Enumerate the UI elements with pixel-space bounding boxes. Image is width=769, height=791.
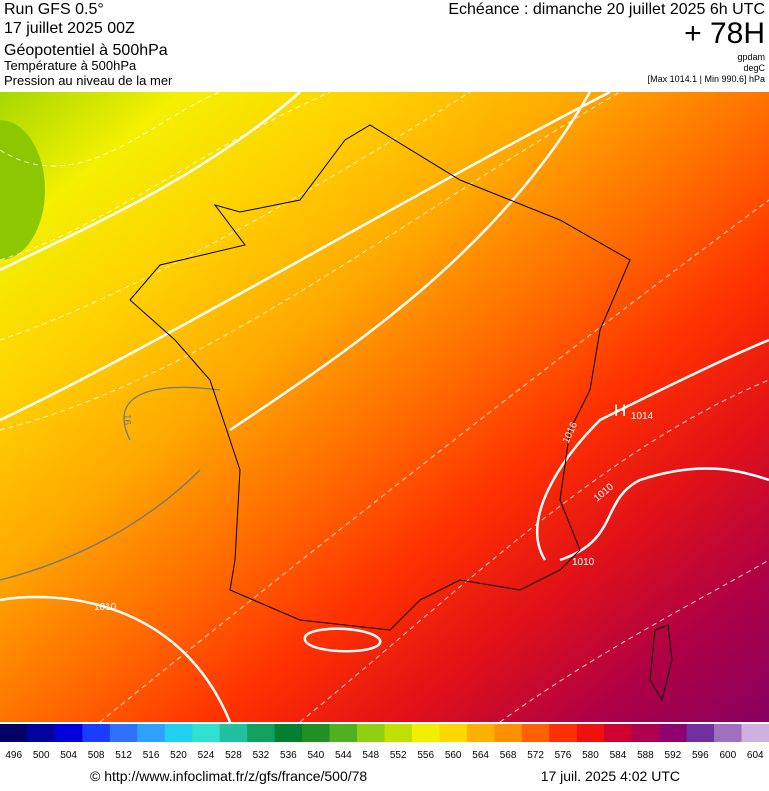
colorbar-label: 592 [665,750,682,761]
unit: degC [743,63,765,73]
colorbar-swatch [192,724,221,742]
colorbar-swatch [137,724,166,742]
colorbar-swatch [466,724,495,742]
contour-line [0,386,221,581]
colorbar-label: 560 [445,750,462,761]
colorbar-swatch [631,724,660,742]
isobar-label: 1010 [94,602,117,613]
map: H 1014 1016 1010 1010 1010 16 [0,90,769,723]
colorbar-label: 568 [500,750,517,761]
colorbar-label: 596 [692,750,709,761]
valid-time: Echéance : dimanche 20 juillet 2025 6h U… [448,1,765,18]
colorbar-swatch [384,724,413,742]
colorbar-swatch [659,724,688,742]
colorbar-label: 572 [527,750,544,761]
isobar [559,467,769,562]
unit: gpdam [737,52,765,62]
colorbar-swatch [247,724,276,742]
geopotential-contour [229,91,592,432]
field-label: Géopotentiel à 500hPa [4,42,168,59]
run-date: 17 juillet 2025 00Z [4,20,135,37]
colorbar-label: 536 [280,750,297,761]
colorbar-swatch [54,724,83,742]
colorbar-swatch [82,724,111,742]
colorbar-swatch [439,724,468,742]
source-url: © http://www.infoclimat.fr/z/gfs/france/… [90,768,367,784]
colorbar-label: 500 [33,750,50,761]
field-label: Température à 500hPa [4,58,137,73]
colorbar-label: 504 [60,750,77,761]
colorbar-label: 600 [719,750,736,761]
colorbar-swatch [411,724,440,742]
colorbar-swatch [302,724,331,742]
colorbar-label: 564 [472,750,489,761]
colorbar-swatch [521,724,550,742]
cold-pocket [0,120,45,260]
isobar [303,627,382,653]
colorbar-swatch [494,724,523,742]
colorbar-swatch [686,724,715,742]
colorbar-swatch [109,724,138,742]
high-marker: H [614,401,626,420]
colorbar-label: 604 [747,750,764,761]
colorbar: 496 500 504 508 512 516 520 524 528 532 536 540 544 5… [0,724,769,761]
colorbar-label: 584 [610,750,627,761]
colorbar-swatch [549,724,578,742]
colorbar-label: 508 [88,750,105,761]
colorbar-label: 540 [307,750,324,761]
colorbar-label: 588 [637,750,654,761]
colorbar-label: 544 [335,750,352,761]
isobar [0,595,232,723]
colorbar-label: 556 [417,750,434,761]
colorbar-label: 532 [253,750,270,761]
pressure-label: 1014 [631,411,654,422]
colorbar-label: 516 [143,750,160,761]
isobar-label: 1010 [572,557,595,568]
field-label: Pression au niveau de la mer [4,73,173,88]
temperature-isoline [0,91,769,723]
colorbar-label: 548 [362,750,379,761]
colorbar-label: 576 [555,750,572,761]
colorbar-swatch [164,724,193,742]
colorbar-swatch [604,724,633,742]
lead-time: + 78H [684,17,765,50]
temperature-field [0,92,769,722]
colorbar-swatch [357,724,385,742]
issue-time: 17 juil. 2025 4:02 UTC [541,768,680,784]
colorbar-swatch [741,724,769,742]
colorbar-label: 528 [225,750,242,761]
colorbar-swatch [219,724,248,742]
corsica [649,624,673,702]
colorbar-swatch [0,724,28,742]
colorbar-label: 512 [115,750,132,761]
country-border [129,124,631,631]
colorbar-label: 580 [582,750,599,761]
colorbar-label: 524 [198,750,215,761]
colorbar-swatch [329,724,358,742]
colorbar-swatch [576,724,605,742]
pressure-range: [Max 1014.1 | Min 990.6] hPa [648,74,765,84]
contour-label: 16 [121,414,132,426]
isobar [535,338,769,561]
run-title: Run GFS 0.5° [4,1,104,18]
geopotential-contour [0,90,611,422]
colorbar-label: 552 [390,750,407,761]
colorbar-swatch [274,724,303,742]
colorbar-label: 520 [170,750,187,761]
geopotential-contour [0,91,301,272]
colorbar-label: 496 [5,750,22,761]
colorbar-swatch [27,724,56,742]
colorbar-swatch [714,724,743,742]
